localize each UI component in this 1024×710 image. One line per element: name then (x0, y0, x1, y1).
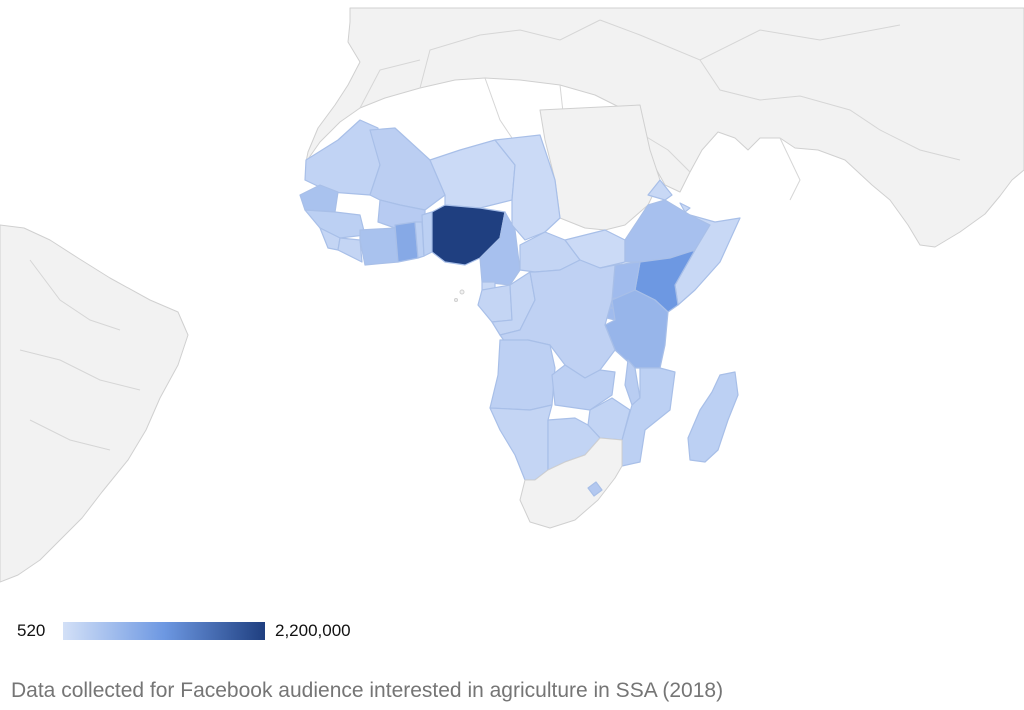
country-madagascar (687, 371, 739, 463)
country-benin (421, 211, 433, 257)
land-north-africa-eurasia (305, 7, 1024, 248)
country-somalia (674, 214, 741, 306)
choropleth-map (0, 7, 1024, 583)
map-caption: Data collected for Facebook audience int… (11, 679, 724, 702)
legend-min-label: 520 (17, 621, 46, 640)
country-senegal (299, 184, 339, 213)
south-africa-no-data (519, 437, 623, 529)
color-legend: 520 2,200,000 (17, 619, 437, 643)
legend-gradient-bar (63, 622, 265, 640)
country-guinea (304, 209, 366, 239)
country-chad (494, 134, 561, 241)
country-eritrea (647, 179, 673, 201)
country-lesotho (587, 481, 603, 497)
country-namibia (489, 404, 553, 481)
country-niger (429, 139, 516, 209)
country-liberia (337, 237, 363, 263)
country-ghana (394, 221, 419, 263)
country-angola (489, 339, 556, 411)
country-gabon (477, 284, 513, 323)
legend-max-label: 2,200,000 (275, 621, 351, 640)
land-south-america (0, 224, 189, 583)
country-cote-divoire (359, 227, 399, 266)
country-zambia (551, 364, 616, 411)
country-mozambique (621, 367, 676, 467)
country-djibouti (679, 202, 691, 213)
